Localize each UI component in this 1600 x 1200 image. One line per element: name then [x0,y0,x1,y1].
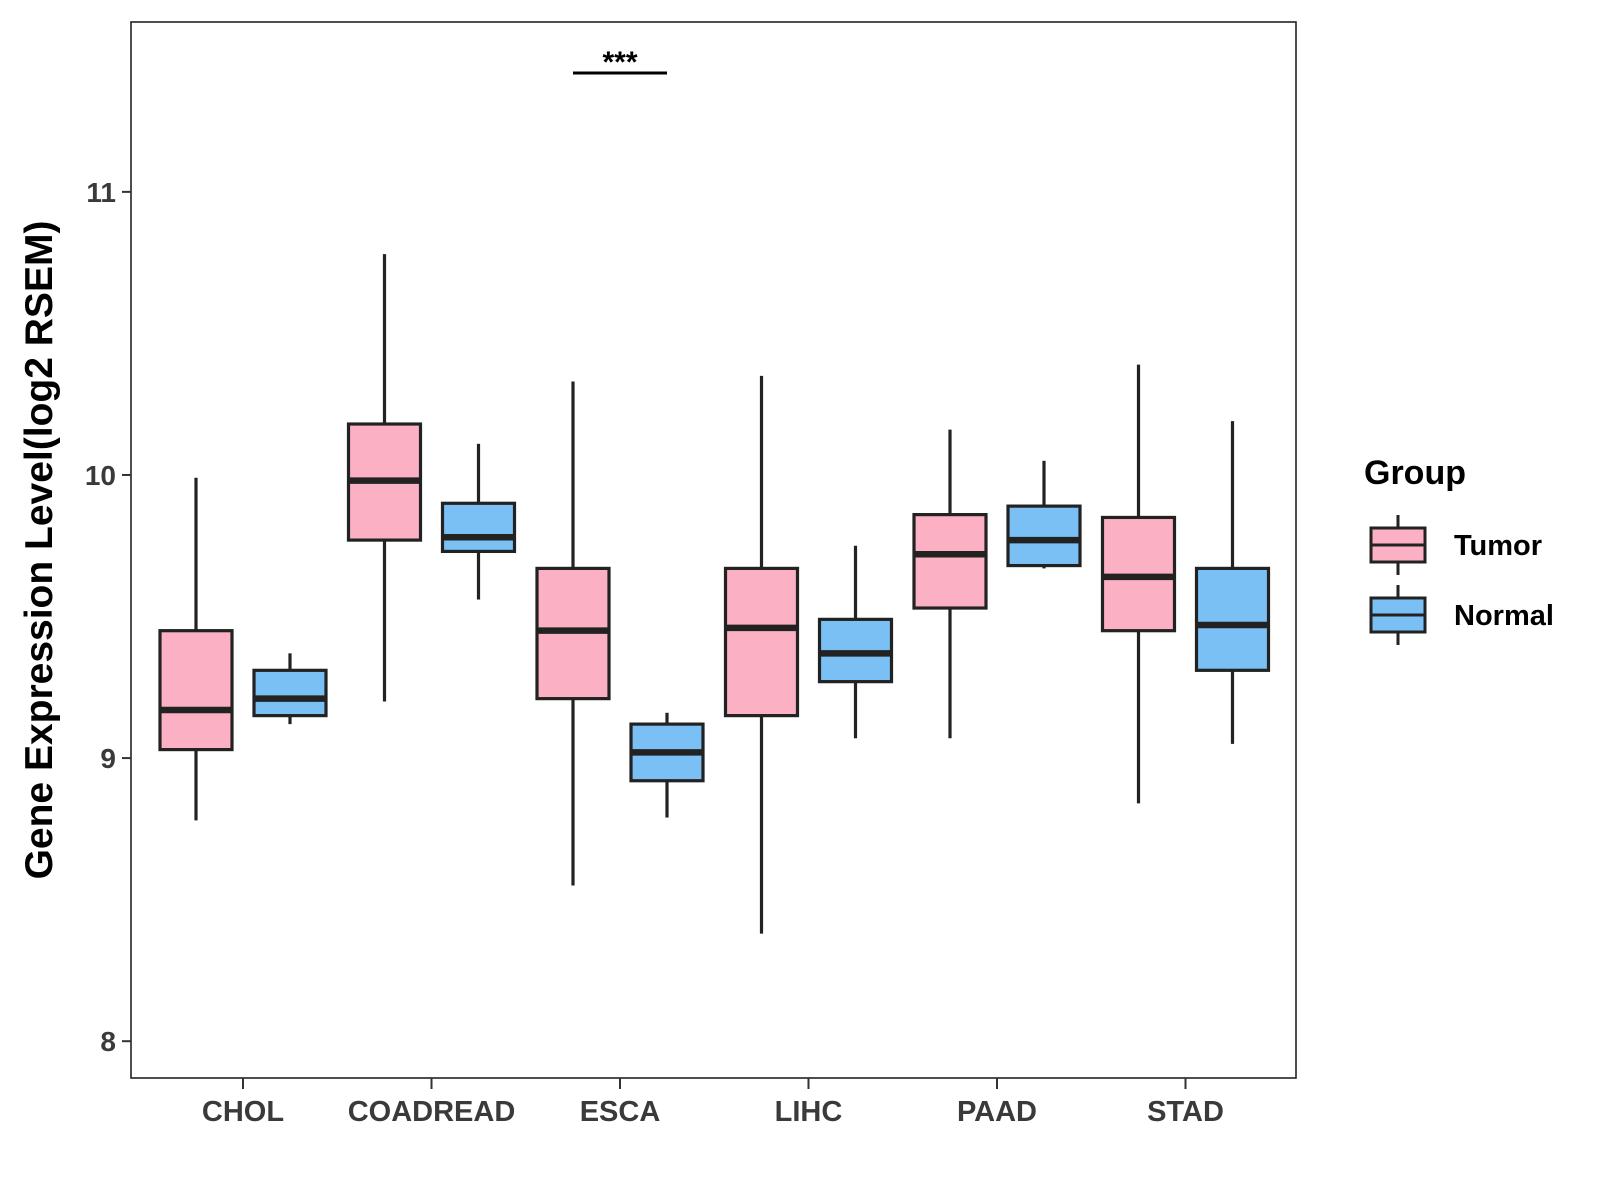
box-normal-paad [1006,460,1082,569]
y-tick-label: 10 [85,460,116,491]
box-tumor-esca [535,381,611,886]
box-iqr [1194,566,1271,672]
significance-label: *** [602,46,637,79]
box-tumor-paad [912,429,988,739]
legend-item-normal: Normal [1369,585,1554,645]
x-tick-label-paad: PAAD [957,1096,1037,1128]
x-tick-label-stad: STAD [1147,1096,1224,1128]
y-tick-label: 8 [100,1026,116,1057]
legend-item-tumor: Tumor [1369,515,1542,575]
legend-label-tumor: Tumor [1454,530,1542,562]
box-normal-stad [1194,421,1271,744]
box-normal-coadread [440,443,517,600]
box-iqr [723,566,800,718]
box-iqr [440,501,517,554]
box-tumor-coadread [346,254,423,702]
box-iqr [158,629,234,752]
box-iqr [912,513,988,610]
box-tumor-chol [158,477,234,821]
legend: Group Tumor Normal [1364,454,1554,645]
y-tick-label: 11 [86,177,116,208]
x-tick-label-lihc: LIHC [775,1096,843,1128]
y-tick-label: 9 [100,743,116,774]
box-iqr [1006,504,1082,568]
legend-title: Group [1364,454,1466,492]
box-tumor-lihc [723,375,800,934]
box-iqr [252,668,328,718]
box-tumor-stad [1100,364,1177,804]
x-tick-label-coadread: COADREAD [348,1096,516,1128]
box-normal-lihc [817,545,894,739]
box-normal-esca [629,712,705,818]
x-tick-label-chol: CHOL [202,1096,284,1128]
x-tick-label-esca: ESCA [580,1096,661,1128]
box-normal-chol [252,653,328,725]
legend-label-normal: Normal [1454,600,1554,632]
y-axis-label: Gene Expression Level(log2 RSEM) [18,221,61,880]
